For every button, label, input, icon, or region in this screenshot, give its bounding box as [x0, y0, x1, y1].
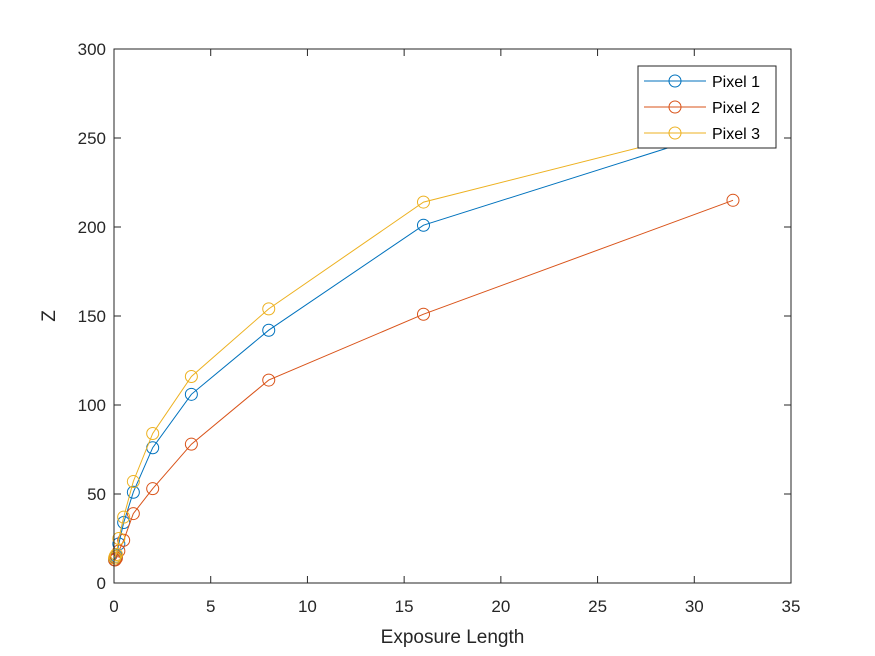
y-tick-label: 100 [78, 396, 106, 415]
x-tick-label: 25 [588, 597, 607, 616]
series-line [114, 123, 734, 559]
x-tick-label: 35 [782, 597, 801, 616]
y-tick-label: 0 [97, 574, 106, 593]
x-tick-label: 30 [685, 597, 704, 616]
legend-item: Pixel 1 [644, 74, 760, 91]
y-axis-title: Z [39, 310, 60, 322]
legend-label: Pixel 2 [712, 100, 760, 117]
data-point [262, 302, 276, 316]
data-point [112, 532, 126, 545]
y-tick-label: 250 [78, 129, 106, 148]
data-point [117, 510, 131, 524]
series-line [114, 199, 734, 561]
data-point [416, 195, 430, 209]
data-point [262, 323, 276, 337]
x-tick-label: 15 [395, 597, 414, 616]
data-point [126, 485, 140, 499]
x-tick-label: 5 [206, 597, 215, 616]
data-point [146, 482, 160, 496]
y-tick-label: 300 [78, 40, 106, 59]
plot-frame [113, 48, 792, 584]
x-tick-label: 0 [109, 597, 118, 616]
x-axis-title: Exposure Length [381, 627, 525, 648]
legend-marker [668, 74, 682, 88]
x-tick-label: 20 [491, 597, 510, 616]
y-tick-label: 150 [78, 307, 106, 326]
data-point [109, 548, 123, 562]
data-point [262, 373, 276, 387]
data-point [726, 193, 740, 207]
legend-item: Pixel 2 [644, 100, 760, 117]
data-point [146, 426, 160, 440]
data-point [184, 387, 198, 401]
y-tick-label: 50 [87, 485, 106, 504]
legend-marker [668, 126, 682, 140]
data-point [184, 370, 198, 384]
data-point [108, 549, 122, 563]
data-point [184, 437, 198, 451]
data-point [126, 507, 140, 521]
data-point [416, 218, 430, 232]
series-line [114, 126, 734, 561]
legend-marker [668, 100, 682, 114]
y-tick-label: 200 [78, 218, 106, 237]
x-tick-label: 10 [298, 597, 317, 616]
data-point [126, 475, 140, 489]
legend-item: Pixel 3 [644, 126, 760, 143]
legend-label: Pixel 1 [712, 74, 760, 91]
ticks-layer: 0 5 10 15 20 25 30 35 0 50 100 150 200 250 300 [78, 40, 801, 616]
data-point [416, 307, 430, 321]
series-layer [108, 117, 740, 567]
legend-label: Pixel 3 [712, 126, 760, 143]
legend: Pixel 1 Pixel 2 Pixel 3 [637, 65, 777, 149]
